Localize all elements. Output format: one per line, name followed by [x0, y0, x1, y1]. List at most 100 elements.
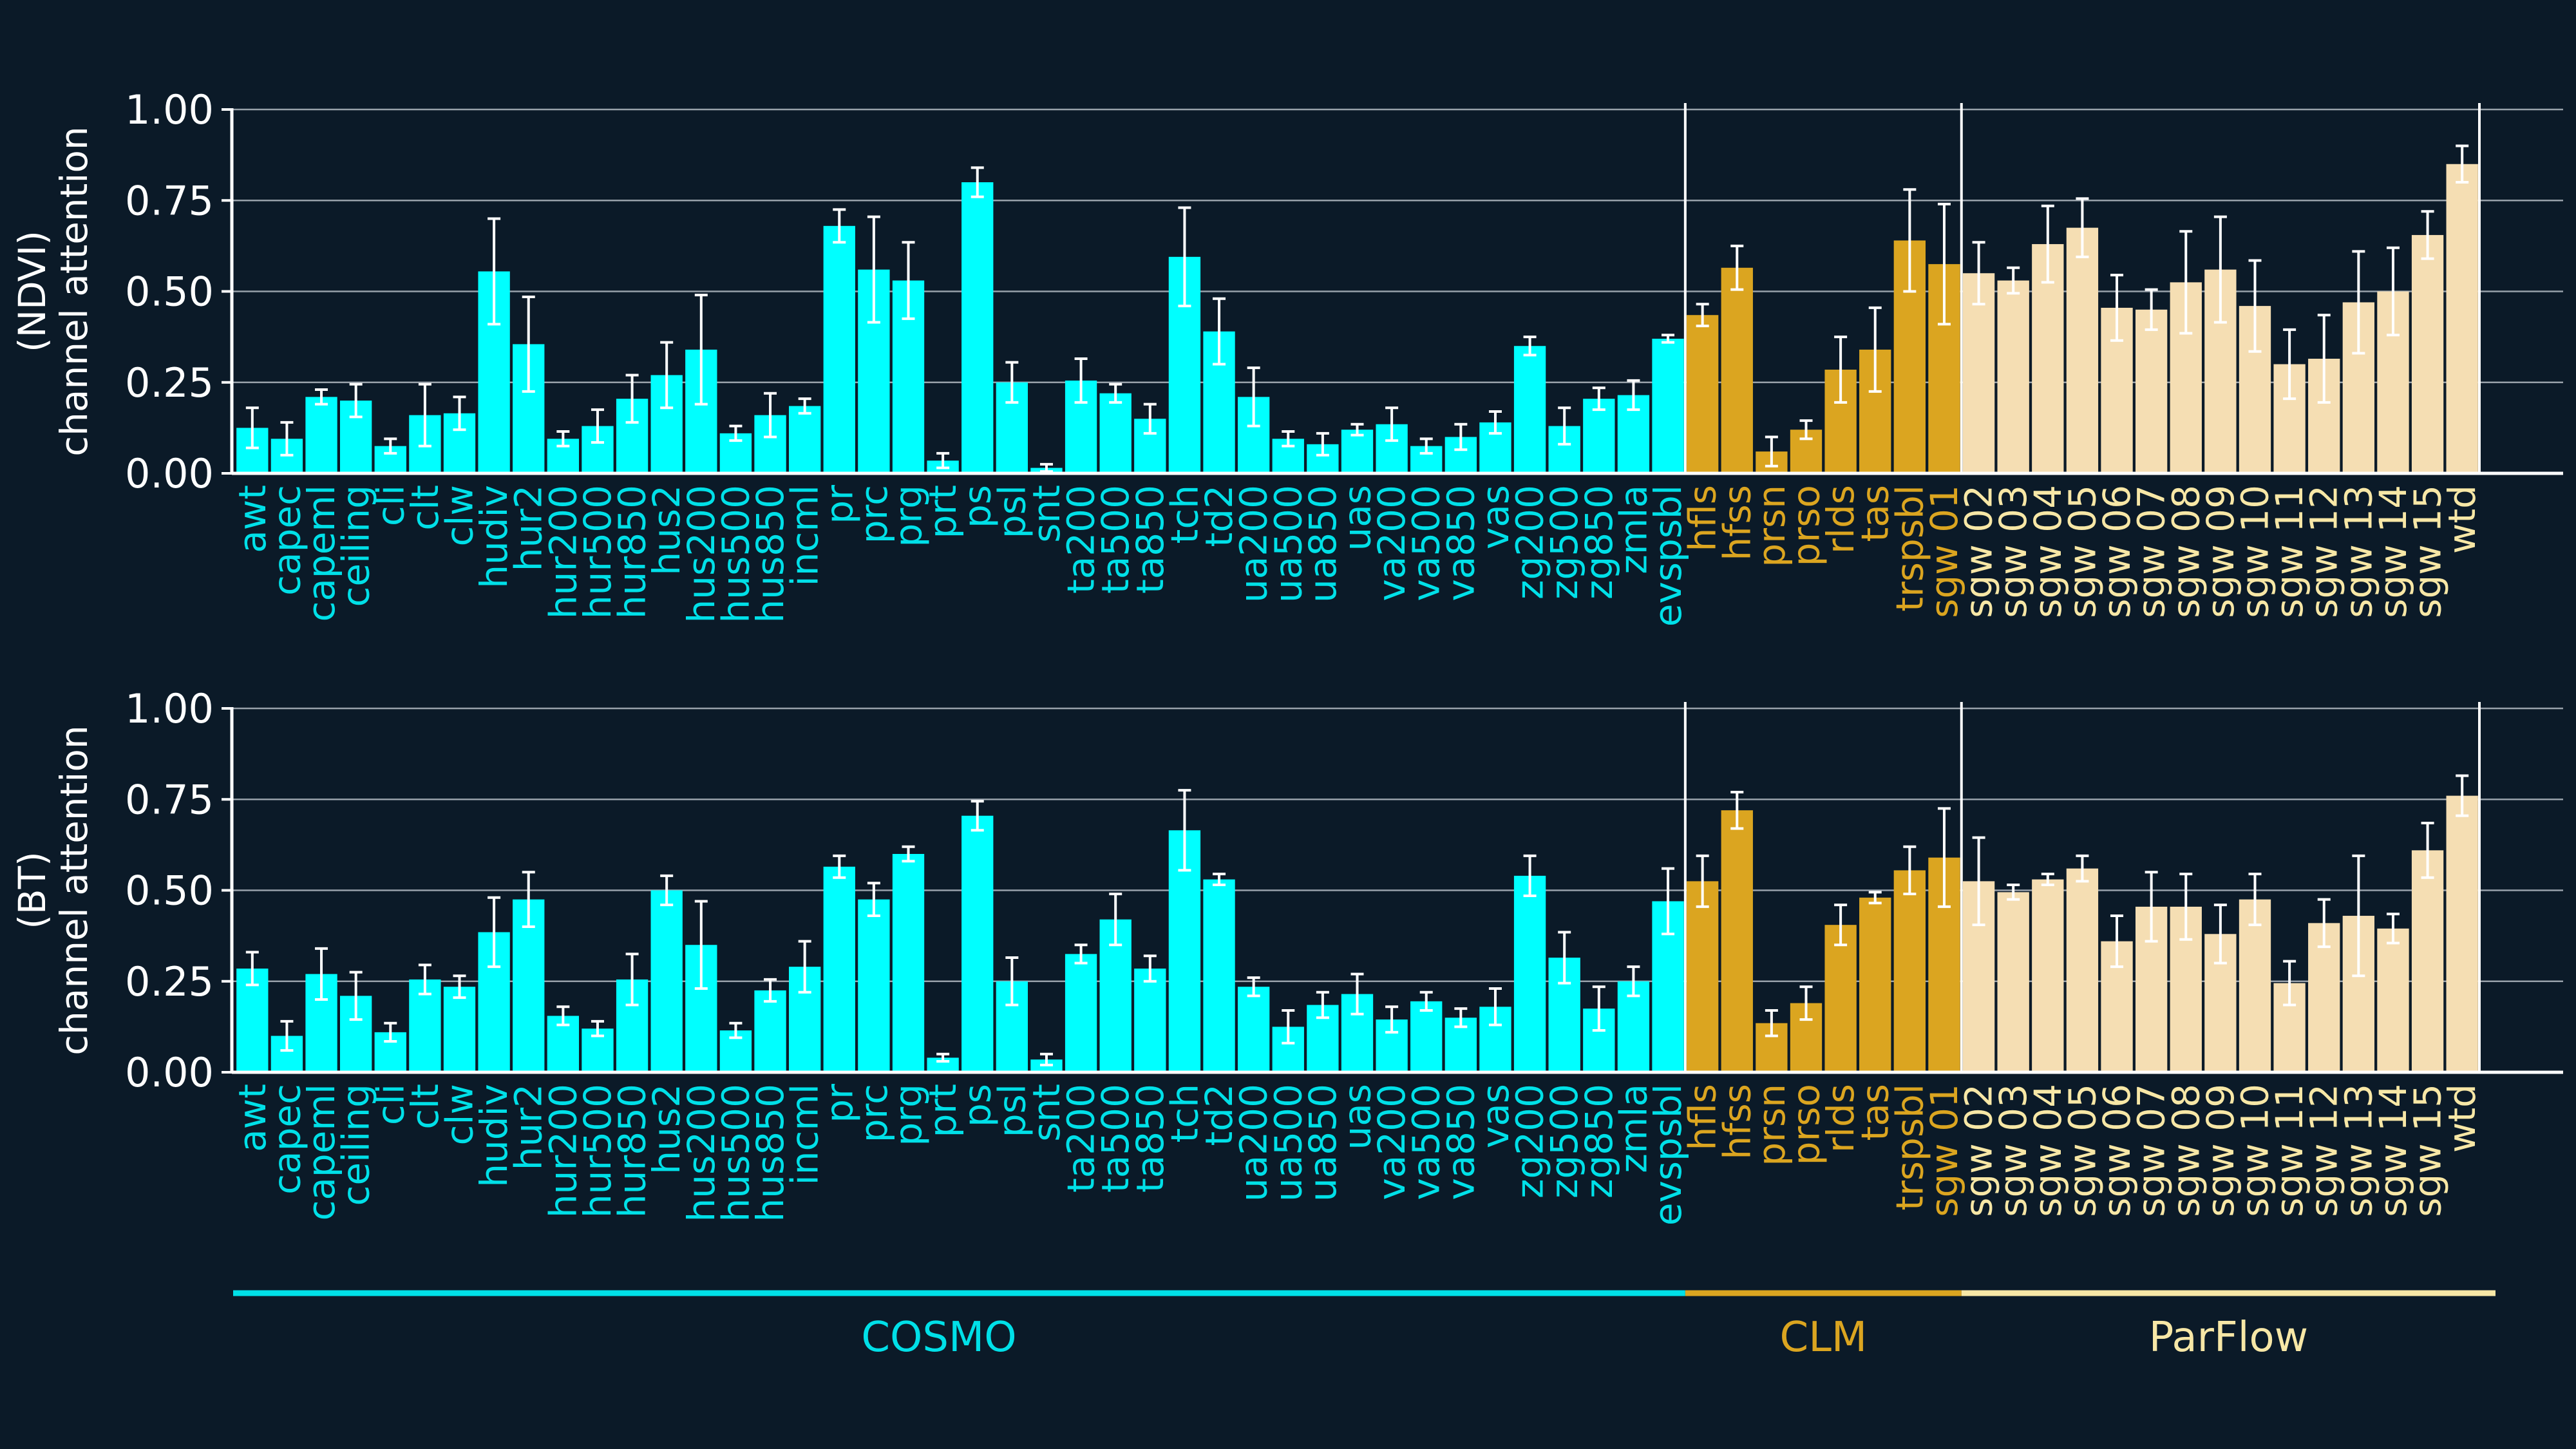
- x-tick-label: cli: [368, 485, 412, 526]
- y-tick-label: 0.50: [125, 867, 214, 914]
- bar: [1134, 968, 1166, 1072]
- bar: [2066, 227, 2099, 473]
- x-tick-label: hus200: [679, 1084, 723, 1222]
- x-tick-label: va500: [1405, 1084, 1448, 1200]
- bar: [1237, 987, 1270, 1072]
- x-tick-label: sgw 12: [2302, 1084, 2346, 1217]
- x-tick-label: hfss: [1715, 1084, 1759, 1160]
- bar: [788, 406, 821, 473]
- y-axis-label: (BT): [10, 851, 54, 929]
- x-tick-label: ta200: [1059, 485, 1103, 594]
- x-tick-label: evspsbl: [1646, 485, 1690, 627]
- x-tick-label: evspsbl: [1646, 1084, 1690, 1226]
- y-tick-label: 0.25: [125, 958, 214, 1005]
- x-tick-label: clt: [403, 1084, 447, 1130]
- x-tick-label: snt: [1025, 1084, 1068, 1142]
- bar: [1997, 892, 2029, 1072]
- x-tick-label: prt: [921, 1084, 965, 1137]
- bar: [513, 899, 545, 1072]
- x-tick-label: prt: [921, 485, 965, 538]
- bar: [858, 899, 890, 1072]
- x-tick-label: ta850: [1128, 1084, 1172, 1193]
- x-tick-label: sgw 11: [2268, 485, 2311, 618]
- bar: [1962, 273, 1995, 473]
- x-tick-label: ceiling: [334, 1084, 378, 1206]
- x-tick-label: hus2: [645, 485, 688, 576]
- y-tick-label: 0.75: [125, 776, 214, 823]
- bar: [1721, 267, 1753, 473]
- x-tick-label: va850: [1439, 1084, 1482, 1200]
- bar: [892, 854, 925, 1072]
- x-tick-label: sgw 09: [2199, 485, 2242, 618]
- x-tick-label: ua850: [1301, 485, 1345, 603]
- x-tick-label: prc: [852, 485, 896, 544]
- x-tick-label: sgw 05: [2060, 1084, 2104, 1217]
- bar: [2066, 868, 2099, 1072]
- x-tick-label: ps: [956, 485, 999, 528]
- x-tick-label: hfls: [1681, 485, 1725, 552]
- x-tick-label: sgw 10: [2233, 485, 2277, 618]
- x-tick-label: sgw 08: [2164, 1084, 2208, 1217]
- x-tick-label: hus200: [679, 485, 723, 623]
- x-tick-label: hur2: [507, 485, 551, 571]
- bar: [2411, 850, 2444, 1072]
- x-tick-label: sgw 02: [1957, 1084, 2001, 1217]
- x-tick-label: ta500: [1094, 485, 1137, 594]
- x-tick-label: hur500: [576, 485, 620, 619]
- x-tick-label: psl: [990, 485, 1034, 538]
- x-tick-label: zmla: [1611, 485, 1655, 574]
- x-tick-label: sgw 15: [2406, 1084, 2450, 1217]
- x-tick-label: hus850: [748, 485, 792, 623]
- x-tick-label: sgw 12: [2302, 485, 2346, 618]
- clm-group-label: CLM: [1780, 1314, 1868, 1361]
- x-tick-label: ua500: [1266, 1084, 1310, 1202]
- x-tick-label: psl: [990, 1084, 1034, 1137]
- x-tick-label: ua500: [1266, 485, 1310, 603]
- x-tick-label: hur200: [541, 485, 585, 619]
- x-tick-label: sgw 11: [2268, 1084, 2311, 1217]
- x-tick-label: sgw 03: [1991, 485, 2035, 618]
- y-tick-label: 0.75: [125, 177, 214, 224]
- x-tick-label: tch: [1162, 1084, 1206, 1142]
- y-tick-label: 1.00: [125, 685, 214, 732]
- x-tick-label: tas: [1853, 1084, 1897, 1141]
- x-tick-label: sgw 04: [2026, 485, 2070, 618]
- x-tick-label: awt: [231, 1084, 274, 1152]
- x-tick-label: prsn: [1750, 485, 1794, 567]
- y-tick-label: 0.25: [125, 359, 214, 406]
- x-tick-label: hfss: [1715, 485, 1759, 561]
- bar: [1721, 810, 1753, 1072]
- x-tick-label: va200: [1370, 485, 1414, 601]
- x-tick-label: hudiv: [472, 485, 516, 589]
- x-tick-label: pr: [817, 1084, 861, 1123]
- bar: [1893, 870, 1926, 1072]
- y-tick-label: 1.00: [125, 86, 214, 133]
- x-tick-label: hur200: [541, 1084, 585, 1218]
- x-tick-label: sgw 03: [1991, 1084, 2035, 1217]
- x-tick-label: hur500: [576, 1084, 620, 1218]
- bar: [2135, 309, 2168, 473]
- x-tick-label: sgw 14: [2371, 485, 2415, 618]
- x-tick-label: ta850: [1128, 485, 1172, 594]
- bar: [2446, 164, 2478, 473]
- x-tick-label: snt: [1025, 485, 1068, 543]
- bar: [961, 182, 994, 473]
- x-tick-label: hus2: [645, 1084, 688, 1175]
- cosmo-group-label: COSMO: [861, 1314, 1016, 1361]
- x-tick-label: pr: [817, 485, 861, 524]
- x-tick-label: wtd: [2440, 1084, 2484, 1153]
- x-tick-label: clt: [403, 485, 447, 531]
- x-tick-label: ta500: [1094, 1084, 1137, 1193]
- x-tick-label: clw: [438, 485, 482, 546]
- x-tick-label: zmla: [1611, 1084, 1655, 1173]
- x-tick-label: hur850: [611, 485, 654, 619]
- x-tick-label: sgw 01: [1922, 1084, 1966, 1217]
- x-tick-label: trspsbl: [1888, 1084, 1931, 1211]
- x-tick-label: tas: [1853, 485, 1897, 542]
- x-tick-label: sgw 14: [2371, 1084, 2415, 1217]
- y-axis-label: channel attention: [52, 126, 96, 457]
- x-tick-label: rlds: [1819, 1084, 1862, 1153]
- x-tick-label: capeml: [299, 1084, 343, 1221]
- x-tick-label: zg500: [1542, 1084, 1586, 1198]
- x-tick-label: sgw 15: [2406, 485, 2450, 618]
